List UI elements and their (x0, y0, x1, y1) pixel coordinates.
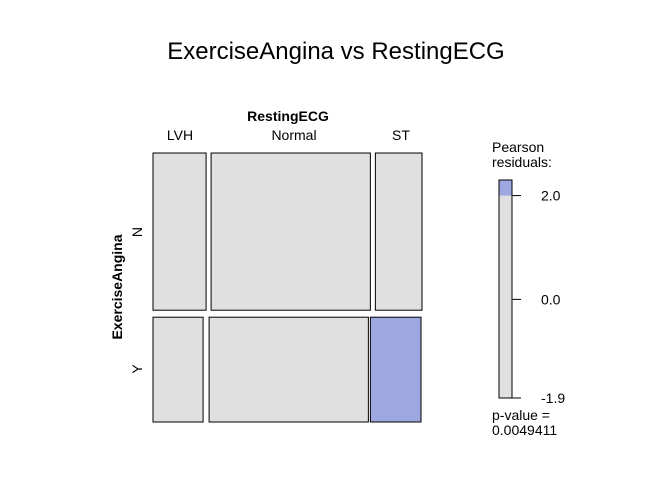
mosaic-cell-st-n (374, 152, 423, 311)
x-level-labels: LVH Normal ST (167, 127, 410, 143)
legend-tick-label: -1.9 (541, 390, 565, 406)
legend-title-line2: residuals: (492, 154, 552, 170)
mosaic-cell-normal-y (208, 316, 369, 423)
mosaic-cell-st-y (369, 316, 422, 423)
mosaic-cells (152, 152, 423, 423)
y-level-label-y: Y (129, 364, 145, 374)
legend-bar-positive (499, 180, 512, 196)
pvalue-line2: 0.0049411 (492, 422, 557, 438)
chart-title: ExerciseAngina vs RestingECG (167, 38, 504, 65)
y-level-label-n: N (129, 227, 145, 237)
y-variable-label: ExerciseAngina (109, 234, 125, 339)
x-level-label-normal: Normal (271, 127, 316, 143)
pvalue-line1: p-value = (492, 407, 550, 423)
x-variable-label: RestingECG (247, 108, 329, 124)
mosaic-cell-normal-n (210, 152, 371, 311)
legend-title-line1: Pearson (492, 139, 544, 155)
x-level-label-st: ST (392, 127, 410, 143)
y-level-labels: N Y (129, 227, 145, 374)
mosaic-cell-lvh-n (152, 152, 207, 311)
legend-ticks: 2.0 0.0 -1.9 (512, 188, 565, 406)
mosaic-cell-lvh-y (152, 316, 204, 423)
residual-legend: Pearson residuals: 2.00.0-1.9 p-value = … (492, 139, 565, 438)
legend-bar-neutral (499, 180, 512, 398)
legend-tick-label: 0.0 (541, 291, 561, 307)
legend-bar-frame (498, 179, 513, 399)
legend-tick-label: 2.0 (541, 188, 561, 204)
legend-color-bar (498, 179, 513, 399)
x-level-label-lvh: LVH (167, 127, 193, 143)
